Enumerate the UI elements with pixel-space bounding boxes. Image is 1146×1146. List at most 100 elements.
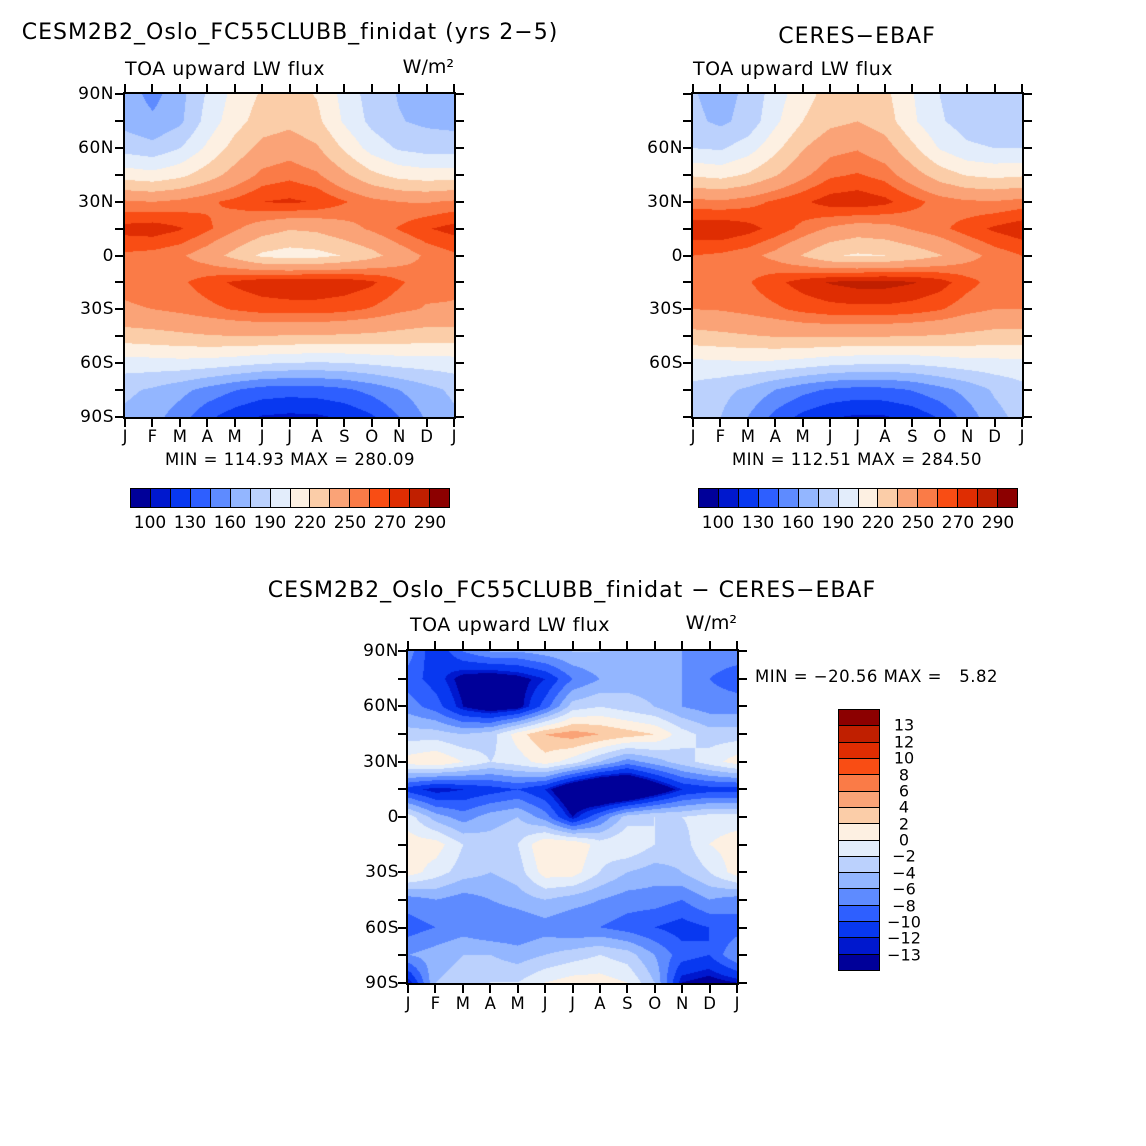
colorbar-cell	[997, 489, 1017, 507]
x-axis-label: M	[227, 427, 242, 446]
colorbar-cell	[389, 489, 410, 507]
axis-tick	[683, 335, 691, 338]
axis-tick	[1024, 200, 1032, 203]
axis-tick	[1024, 362, 1032, 365]
axis-tick	[683, 146, 691, 149]
axis-tick	[115, 146, 123, 149]
axis-tick	[115, 200, 123, 203]
colorbar-label: 13	[893, 715, 915, 735]
axis-tick	[434, 641, 437, 649]
colorbar-cell	[429, 489, 449, 507]
x-axis-label: J	[827, 427, 833, 446]
plot-box-model	[123, 92, 456, 419]
axis-tick	[1024, 416, 1032, 418]
colorbar-cell	[877, 489, 898, 507]
colorbar-label: 190	[253, 513, 287, 533]
colorbar-cell	[777, 489, 798, 507]
axis-tick	[739, 760, 747, 763]
axis-tick	[692, 419, 694, 427]
axis-tick	[966, 84, 969, 92]
axis-tick	[343, 84, 346, 92]
axis-tick	[683, 254, 691, 257]
x-axis-label: D	[703, 994, 716, 1013]
axis-tick	[456, 200, 464, 203]
colorbar-cell	[839, 710, 879, 726]
axis-tick	[456, 119, 464, 122]
colorbar-cell	[817, 489, 838, 507]
y-axis-label: 90S	[365, 973, 399, 993]
axis-tick	[739, 954, 747, 957]
plot-box-obs	[691, 92, 1024, 419]
y-axis-label: 0	[387, 807, 399, 827]
x-axis-label: N	[675, 994, 689, 1013]
axis-tick	[544, 641, 547, 649]
axis-tick	[206, 84, 209, 92]
colorbar-label: 100	[133, 513, 167, 533]
colorbar-label: −2	[892, 846, 916, 866]
colorbar-cell	[839, 953, 879, 970]
axis-tick	[739, 733, 747, 735]
colorbar-cell	[229, 489, 250, 507]
axis-tick	[736, 641, 738, 649]
axis-tick	[626, 641, 629, 649]
axis-tick	[315, 84, 318, 92]
plot-title-diff: CESM2B2_Oslo_FC55CLUBB_finidat − CERES−E…	[267, 578, 877, 603]
axis-tick	[151, 419, 154, 427]
axis-tick	[233, 419, 236, 427]
colorbar-label: 6	[898, 781, 910, 801]
y-axis-label: 60N	[647, 137, 683, 158]
colorbar-label: 2	[898, 814, 910, 834]
axis-tick	[683, 200, 691, 203]
units-label-diff: W/m²	[685, 612, 737, 634]
x-axis-label: J	[1019, 427, 1025, 446]
axis-tick	[115, 335, 123, 338]
colorbar-label: 8	[898, 765, 910, 784]
colorbar-label: −8	[892, 896, 916, 915]
axis-tick	[398, 871, 406, 874]
contour-canvas-obs	[693, 94, 1022, 417]
axis-tick	[683, 281, 691, 284]
axis-tick	[425, 84, 428, 92]
axis-tick	[571, 985, 574, 993]
colorbar-label: 160	[213, 513, 247, 533]
x-axis-label: M	[455, 994, 470, 1013]
axis-tick	[544, 985, 547, 993]
colorbar-label: 0	[898, 830, 910, 850]
axis-tick	[115, 308, 123, 311]
colorbar-label: 190	[821, 513, 855, 533]
x-axis-label: O	[648, 994, 662, 1013]
colorbar-label: 250	[901, 513, 935, 533]
axis-tick	[453, 419, 455, 427]
axis-tick	[315, 419, 318, 427]
axis-tick	[407, 641, 409, 649]
x-axis-label: A	[879, 427, 891, 446]
x-axis-label: J	[287, 427, 292, 446]
axis-tick	[801, 84, 804, 92]
axis-tick	[1021, 84, 1023, 92]
x-axis-label: J	[405, 994, 411, 1013]
plot-box-diff	[406, 649, 739, 985]
axis-tick	[456, 227, 464, 230]
axis-tick	[993, 84, 996, 92]
axis-tick	[598, 985, 601, 993]
colorbar-cell	[839, 806, 879, 824]
y-axis-label: 60S	[80, 353, 114, 374]
axis-tick	[261, 84, 264, 92]
axis-tick	[571, 641, 574, 649]
colorbar-label: 100	[701, 513, 735, 533]
colorbar-label: 160	[781, 513, 815, 533]
axis-tick	[1024, 335, 1032, 338]
axis-tick	[739, 899, 747, 901]
axis-tick	[398, 843, 406, 846]
axis-tick	[938, 419, 941, 427]
colorbar-label: 12	[893, 732, 915, 752]
colorbar-label: −12	[887, 928, 921, 948]
colorbar-label: 220	[861, 513, 895, 533]
contour-canvas-diff	[408, 651, 737, 983]
colorbar-cell	[209, 489, 230, 507]
x-axis-label: J	[855, 427, 860, 446]
y-axis-label: 90N	[363, 641, 399, 661]
colorbar-cell	[837, 489, 858, 507]
colorbar-cell	[839, 774, 879, 791]
colorbar-cell	[839, 904, 879, 922]
